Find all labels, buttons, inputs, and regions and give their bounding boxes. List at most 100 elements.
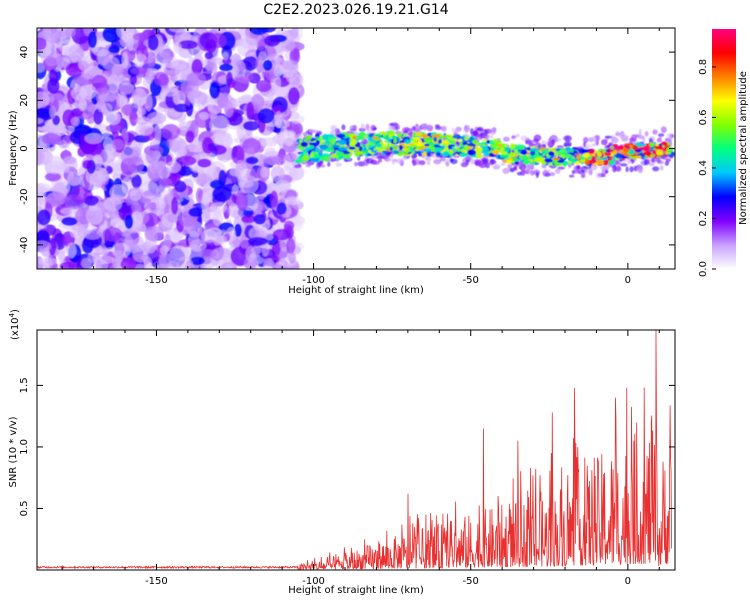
heatmap-cell bbox=[605, 169, 608, 174]
y-tick-label: 40 bbox=[19, 46, 30, 59]
heatmap-cell bbox=[602, 159, 609, 166]
heatmap-cell bbox=[399, 144, 403, 151]
heatmap-cell bbox=[127, 156, 144, 174]
snr-panel: -150 -100 -50 0 0.5 1.0 1.5 Height of straight… bbox=[8, 309, 676, 596]
heatmap-cell bbox=[580, 173, 585, 178]
spectrogram-xlabel: Height of straight line (km) bbox=[288, 285, 424, 296]
heatmap-cell bbox=[591, 143, 597, 147]
heatmap-cell bbox=[444, 159, 451, 166]
heatmap-cell bbox=[531, 161, 536, 165]
heatmap-cell bbox=[37, 108, 53, 119]
heatmap-cell bbox=[470, 131, 478, 137]
heatmap-cell bbox=[553, 138, 562, 143]
heatmap-cell bbox=[615, 153, 624, 159]
colorbar-tick-label: 0.8 bbox=[698, 59, 709, 75]
heatmap-cell bbox=[200, 112, 210, 121]
heatmap-cell bbox=[426, 124, 434, 132]
heatmap-cell bbox=[41, 132, 61, 145]
colorbar-label: Normalized spectral amplitude bbox=[738, 71, 749, 225]
heatmap-cell bbox=[71, 185, 88, 205]
heatmap-cell bbox=[523, 159, 532, 164]
heatmap-cell bbox=[249, 28, 269, 36]
heatmap-cell bbox=[568, 174, 575, 178]
snr-series-line bbox=[37, 330, 672, 570]
heatmap-cell bbox=[131, 174, 142, 189]
heatmap-cell bbox=[534, 157, 543, 163]
heatmap-cell bbox=[515, 133, 521, 138]
heatmap-cell bbox=[411, 158, 415, 164]
heatmap-cell bbox=[128, 243, 140, 254]
heatmap-cell bbox=[389, 146, 393, 151]
heatmap-cell bbox=[649, 142, 655, 148]
colorbar-gradient bbox=[712, 29, 736, 269]
heatmap-cell bbox=[262, 156, 283, 165]
heatmap-cell bbox=[467, 143, 476, 147]
heatmap-cell bbox=[145, 67, 154, 85]
heatmap-cell bbox=[270, 165, 285, 183]
heatmap-cell bbox=[619, 163, 628, 167]
heatmap-cell bbox=[205, 38, 217, 53]
heatmap-cell bbox=[283, 220, 295, 231]
heatmap-cell bbox=[103, 197, 122, 212]
heatmap-cell bbox=[549, 172, 556, 177]
heatmap-cell bbox=[460, 151, 469, 157]
heatmap-cell bbox=[101, 102, 113, 117]
heatmap-cell bbox=[433, 159, 442, 165]
heatmap-cell bbox=[554, 152, 559, 157]
heatmap-cell bbox=[423, 137, 432, 143]
x-tick-label: -100 bbox=[302, 275, 325, 286]
heatmap-cell bbox=[590, 156, 596, 161]
heatmap-cell bbox=[326, 147, 332, 153]
heatmap-cell bbox=[283, 131, 295, 146]
heatmap-cell bbox=[367, 137, 375, 142]
heatmap-cell bbox=[592, 136, 597, 143]
heatmap-cell bbox=[382, 136, 390, 139]
heatmap-cell bbox=[391, 158, 396, 165]
heatmap-cell bbox=[390, 132, 396, 136]
heatmap-cell bbox=[187, 140, 205, 153]
heatmap-cell bbox=[636, 155, 642, 159]
heatmap-cell bbox=[61, 156, 78, 174]
heatmap-cell bbox=[178, 121, 189, 131]
heatmap-cell bbox=[69, 224, 81, 238]
heatmap-cell bbox=[85, 206, 104, 225]
heatmap-cell bbox=[258, 51, 267, 64]
y-tick-label: 0 bbox=[19, 145, 30, 151]
heatmap-cell bbox=[489, 128, 497, 135]
heatmap-cell bbox=[45, 155, 65, 175]
heatmap-cell bbox=[327, 162, 331, 167]
heatmap-cell bbox=[222, 51, 229, 61]
heatmap-cell bbox=[305, 135, 312, 141]
heatmap-cell bbox=[571, 169, 575, 175]
heatmap-cell bbox=[245, 156, 259, 165]
heatmap-cell bbox=[58, 250, 66, 263]
heatmap-cell bbox=[283, 153, 292, 171]
heatmap-cell bbox=[479, 147, 483, 152]
heatmap-cell bbox=[365, 157, 374, 164]
y-tick-label: 0.5 bbox=[19, 501, 30, 517]
heatmap-cell bbox=[624, 144, 628, 149]
heatmap-cell bbox=[178, 40, 198, 50]
heatmap-cell bbox=[341, 124, 346, 131]
heatmap-cell bbox=[434, 126, 443, 130]
heatmap-cell bbox=[661, 141, 667, 146]
heatmap-cell bbox=[44, 172, 62, 182]
heatmap-cell bbox=[272, 228, 291, 241]
heatmap-cell bbox=[70, 51, 78, 63]
heatmap-cell bbox=[209, 202, 228, 214]
heatmap-cell bbox=[434, 147, 443, 153]
heatmap-cell bbox=[464, 144, 469, 149]
heatmap-cell bbox=[173, 42, 182, 54]
heatmap-cell bbox=[464, 136, 469, 141]
heatmap-cell bbox=[404, 139, 412, 145]
heatmap-cell bbox=[129, 190, 141, 202]
heatmap-cell bbox=[291, 216, 303, 232]
heatmap-cell bbox=[87, 31, 98, 49]
heatmap-cell bbox=[666, 132, 672, 140]
heatmap-cell bbox=[235, 160, 246, 172]
heatmap-cell bbox=[147, 55, 156, 68]
colorbar-tick-label: 0.4 bbox=[698, 160, 709, 176]
heatmap-cell bbox=[276, 202, 287, 215]
heatmap-cell bbox=[612, 156, 616, 162]
heatmap-cell bbox=[662, 148, 667, 152]
